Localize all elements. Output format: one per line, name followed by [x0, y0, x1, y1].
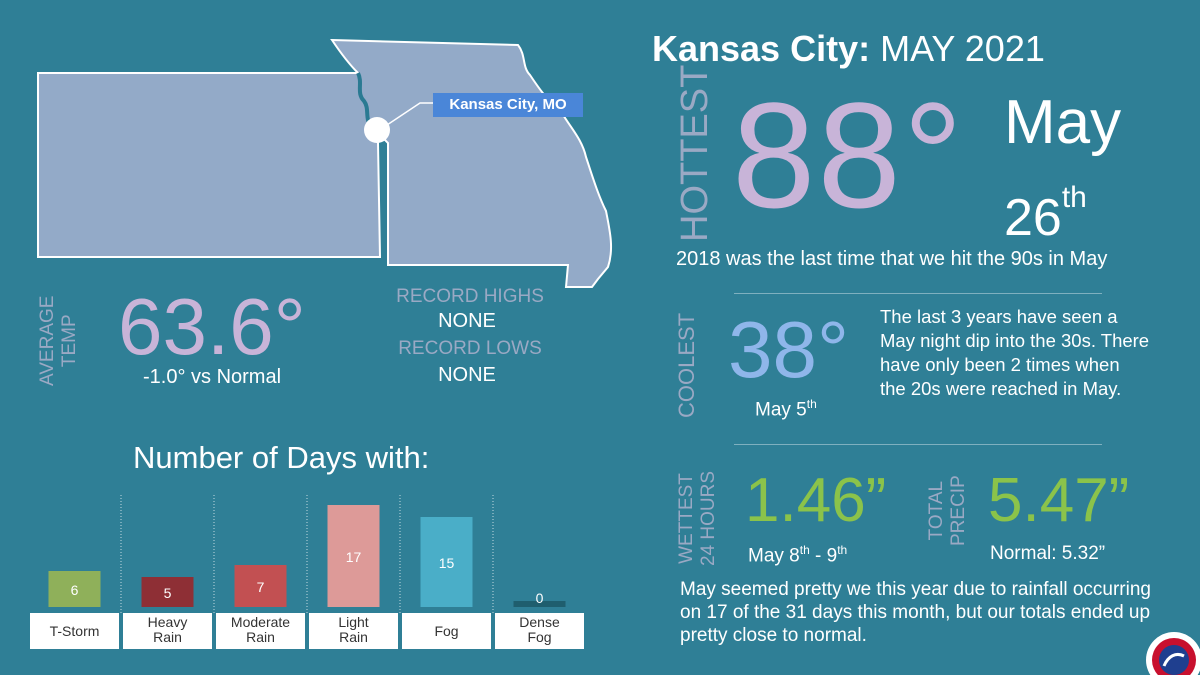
hottest-day: 26th: [1004, 168, 1087, 248]
wettest-date-end-suffix: th: [837, 543, 848, 557]
title-city: Kansas City:: [652, 28, 871, 69]
bar-value-label: 15: [439, 555, 455, 571]
monthly-summary: May seemed pretty we this year due to ra…: [680, 579, 1151, 646]
average-vs-normal: -1.0° vs Normal: [143, 366, 282, 388]
bar-value-label: 6: [71, 582, 79, 598]
hottest-note: 2018 was the last time that we hit the 9…: [676, 248, 1108, 270]
coolest-value: 38°: [728, 305, 849, 394]
average-temp-label-line2: TEMP: [59, 314, 80, 368]
bar-value-label: 5: [164, 585, 172, 601]
hottest-day-number: 26: [1004, 189, 1062, 247]
hottest-label: HOTTEST: [674, 64, 716, 242]
record-lows-value: NONE: [438, 364, 496, 386]
category-label-box: [309, 613, 398, 649]
bar-value-label: 17: [346, 549, 362, 565]
average-temp-label: AVERAGE TEMP: [37, 296, 81, 386]
category-tick-label: Rain: [246, 629, 275, 645]
wettest-date-start-suffix: th: [799, 543, 810, 557]
total-precip-label-line2: PRECIP: [948, 475, 969, 546]
coolest-label: COOLEST: [674, 312, 699, 418]
wettest-value: 1.46”: [745, 466, 887, 535]
page-title: Kansas City: MAY 2021: [652, 28, 1045, 70]
category-tick-label: Light: [338, 614, 368, 630]
total-precip-label-line1: TOTAL: [926, 480, 947, 541]
hottest-value: 88°: [732, 71, 965, 239]
category-tick-label: Fog: [434, 623, 458, 639]
wettest-label: WETTEST 24 HOURS: [676, 471, 720, 566]
category-label-box: [495, 613, 584, 649]
category-label-box: [30, 613, 119, 649]
total-precip-normal: Normal: 5.32”: [990, 543, 1106, 564]
divider-2: [734, 444, 1102, 445]
kansas-state-shape: [37, 72, 382, 258]
category-label-box: [123, 613, 212, 649]
hottest-month: May: [1004, 88, 1122, 157]
coolest-note: The last 3 years have seen a May night d…: [880, 306, 1150, 399]
divider-1: [734, 293, 1102, 294]
wettest-date: May 8th - 9th: [748, 543, 847, 567]
average-temp-label-line1: AVERAGE: [37, 295, 58, 386]
bar-heavy-rain: [141, 577, 194, 607]
bar-light-rain: [327, 505, 380, 607]
bar-t-storm: [48, 571, 101, 607]
days-chart-title: Number of Days with:: [133, 440, 430, 475]
coolest-date: May 5th: [755, 397, 817, 421]
average-temp-value: 63.6°: [118, 282, 306, 371]
hottest-day-suffix: th: [1061, 181, 1087, 214]
category-tick-label: Fog: [527, 629, 551, 645]
wettest-date-start: May 8: [748, 545, 800, 567]
wettest-date-sep: - 9: [809, 545, 838, 567]
bar-fog: [420, 517, 473, 607]
record-lows-label: RECORD LOWS: [398, 338, 542, 359]
category-tick-label: Rain: [153, 629, 182, 645]
bar-dense-fog: [513, 601, 566, 607]
category-label-box: [216, 613, 305, 649]
kansas-city-label: Kansas City, MO: [433, 93, 583, 117]
total-precip-label: TOTAL PRECIP: [926, 475, 970, 546]
category-tick-label: Moderate: [231, 614, 290, 630]
wettest-label-line2: 24 HOURS: [698, 470, 719, 566]
kansas-city-marker: [364, 117, 390, 143]
days-chart: 6T-Storm5HeavyRain7ModerateRain17LightRa…: [30, 495, 584, 649]
title-period: MAY 2021: [880, 28, 1045, 69]
category-tick-label: Heavy: [148, 614, 188, 630]
bar-moderate-rain: [234, 565, 287, 607]
wettest-label-line1: WETTEST: [676, 473, 697, 564]
category-tick-label: Rain: [339, 629, 368, 645]
nws-logo-icon: [1146, 632, 1200, 675]
record-highs-label: RECORD HIGHS: [396, 286, 544, 307]
coolest-date-text: May 5: [755, 399, 807, 421]
category-tick-label: T-Storm: [50, 623, 100, 639]
kansas-missouri-map: [37, 38, 613, 288]
category-tick-label: Dense: [519, 614, 560, 630]
bar-value-label: 7: [257, 579, 265, 595]
coolest-date-suffix: th: [806, 397, 817, 411]
missouri-river-shape: [356, 72, 374, 129]
category-label-box: [402, 613, 491, 649]
bar-value-label: 0: [536, 590, 544, 606]
record-highs-value: NONE: [438, 310, 496, 332]
total-precip-value: 5.47”: [988, 466, 1130, 535]
